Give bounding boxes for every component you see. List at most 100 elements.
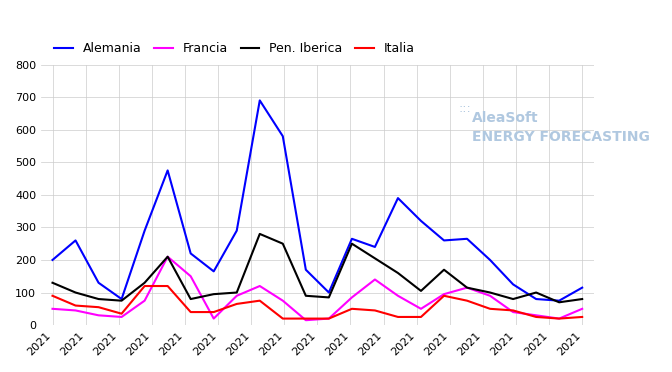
Line: Italia: Italia [52,286,582,318]
Line: Francia: Francia [52,257,582,320]
Pen. Iberica [256,232,264,236]
Italia [417,315,425,319]
Francia [140,298,149,303]
Francia [256,284,264,288]
Pen. Iberica [394,271,402,275]
Italia [95,305,103,310]
Francia [394,294,402,298]
Italia [555,316,563,321]
Alemania [555,298,563,303]
Francia [486,294,494,298]
Italia [371,308,379,313]
Alemania [394,196,402,201]
Italia [210,310,218,314]
Francia [578,307,586,311]
Italia [187,310,195,314]
Francia [48,307,56,311]
Alemania [463,237,471,241]
Pen. Iberica [463,285,471,290]
Pen. Iberica [118,298,126,303]
Alemania [95,280,103,285]
Italia [233,302,241,306]
Italia [578,315,586,319]
Italia [486,307,494,311]
Pen. Iberica [210,292,218,296]
Francia [348,295,356,299]
Alemania [302,267,310,272]
Francia [302,318,310,323]
Francia [532,313,540,318]
Francia [187,274,195,279]
Italia [256,298,264,303]
Italia [463,298,471,303]
Italia [325,316,333,321]
Alemania [140,228,149,233]
Italia [532,315,540,319]
Alemania [371,245,379,249]
Alemania [325,290,333,295]
Francia [233,294,241,298]
Alemania [233,228,241,233]
Pen. Iberica [140,280,149,285]
Alemania [187,251,195,256]
Francia [371,277,379,282]
Francia [555,316,563,321]
Italia [394,315,402,319]
Alemania [163,168,171,173]
Pen. Iberica [509,297,517,301]
Alemania [578,285,586,290]
Pen. Iberica [233,290,241,295]
Francia [440,292,448,296]
Alemania [48,258,56,262]
Alemania [509,282,517,286]
Francia [463,285,471,290]
Italia [71,303,79,308]
Italia [509,308,517,313]
Francia [95,313,103,318]
Legend: Alemania, Francia, Pen. Iberica, Italia: Alemania, Francia, Pen. Iberica, Italia [49,37,420,60]
Alemania [417,219,425,223]
Pen. Iberica [279,241,287,246]
Pen. Iberica [417,289,425,293]
Pen. Iberica [163,254,171,259]
Alemania [71,238,79,243]
Pen. Iberica [532,290,540,295]
Line: Alemania: Alemania [52,100,582,301]
Francia [118,315,126,319]
Pen. Iberica [71,290,79,295]
Pen. Iberica [555,300,563,305]
Text: AleaSoft
ENERGY FORECASTING: AleaSoft ENERGY FORECASTING [472,112,650,144]
Alemania [279,134,287,138]
Alemania [348,237,356,241]
Alemania [532,297,540,301]
Francia [325,316,333,321]
Pen. Iberica [486,290,494,295]
Alemania [210,269,218,273]
Pen. Iberica [440,267,448,272]
Italia [140,284,149,288]
Alemania [118,297,126,301]
Italia [440,294,448,298]
Alemania [486,258,494,262]
Pen. Iberica [371,256,379,260]
Italia [118,311,126,316]
Alemania [440,238,448,243]
Francia [210,316,218,321]
Italia [302,316,310,321]
Pen. Iberica [348,241,356,246]
Pen. Iberica [95,297,103,301]
Text: :::: ::: [458,102,471,115]
Italia [279,316,287,321]
Pen. Iberica [302,294,310,298]
Francia [163,254,171,259]
Alemania [256,98,264,103]
Francia [279,298,287,303]
Italia [48,294,56,298]
Pen. Iberica [325,295,333,299]
Pen. Iberica [187,297,195,301]
Pen. Iberica [48,280,56,285]
Francia [509,310,517,314]
Line: Pen. Iberica: Pen. Iberica [52,234,582,302]
Pen. Iberica [578,297,586,301]
Italia [348,307,356,311]
